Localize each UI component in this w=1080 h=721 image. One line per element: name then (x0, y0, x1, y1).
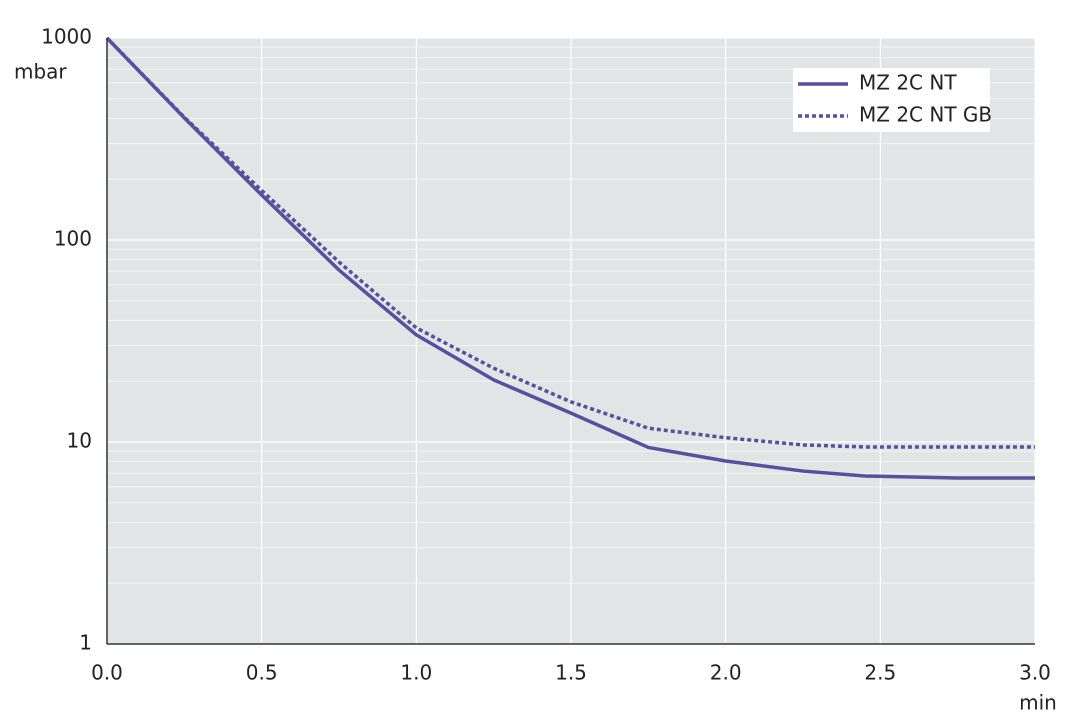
y-tick-label: 10 (67, 429, 92, 453)
legend-label: MZ 2C NT GB (859, 103, 992, 127)
y-tick-label: 1 (79, 631, 92, 655)
x-tick-label: 0.0 (91, 661, 123, 685)
x-tick-label: 3.0 (1019, 661, 1051, 685)
x-tick-label: 2.0 (710, 661, 742, 685)
y-tick-label: 1000 (41, 25, 92, 49)
data-line (105, 36, 1035, 480)
legend-box (793, 68, 990, 132)
y-tick-label: 100 (54, 227, 92, 251)
x-axis-label: min (1019, 691, 1057, 715)
y-axis-label: mbar (14, 60, 67, 84)
data-line (105, 36, 1035, 449)
x-tick-label: 1.5 (555, 661, 587, 685)
x-tick-label: 2.5 (864, 661, 896, 685)
x-tick-label: 1.0 (400, 661, 432, 685)
x-tick-label: 0.5 (246, 661, 278, 685)
legend-label: MZ 2C NT (859, 71, 957, 95)
